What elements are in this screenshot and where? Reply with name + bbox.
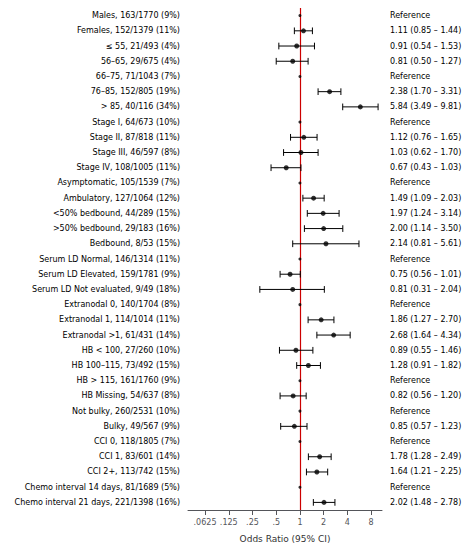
svg-text:CCI 2+, 113/742 (15%): CCI 2+, 113/742 (15%) <box>87 467 180 476</box>
svg-text:2.00 (1.14 – 3.50): 2.00 (1.14 – 3.50) <box>390 224 461 233</box>
svg-text:1.64 (1.21 – 2.25): 1.64 (1.21 – 2.25) <box>390 467 461 476</box>
svg-text:2.02 (1.48 – 2.78): 2.02 (1.48 – 2.78) <box>390 498 461 507</box>
svg-text:4: 4 <box>345 518 350 527</box>
svg-text:Reference: Reference <box>390 407 430 416</box>
svg-text:Stage IV, 108/1005 (11%): Stage IV, 108/1005 (11%) <box>77 163 180 172</box>
svg-text:0.91 (0.54 – 1.53): 0.91 (0.54 – 1.53) <box>390 42 461 51</box>
svg-text:HB > 115, 161/1760 (9%): HB > 115, 161/1760 (9%) <box>77 376 180 385</box>
svg-text:Stage III, 46/597 (8%): Stage III, 46/597 (8%) <box>93 148 180 157</box>
svg-text:HB 100–115, 73/492 (15%): HB 100–115, 73/492 (15%) <box>72 361 180 370</box>
svg-text:2: 2 <box>321 518 326 527</box>
svg-text:Stage II, 87/818 (11%): Stage II, 87/818 (11%) <box>90 133 180 142</box>
svg-text:Extranodal 0, 140/1704 (8%): Extranodal 0, 140/1704 (8%) <box>64 300 180 309</box>
svg-text:0.81 (0.31 – 2.04): 0.81 (0.31 – 2.04) <box>390 285 461 294</box>
svg-text:Reference: Reference <box>390 300 430 309</box>
svg-text:76–85, 152/805 (19%): 76–85, 152/805 (19%) <box>91 87 180 96</box>
svg-text:0.75 (0.56 – 1.01): 0.75 (0.56 – 1.01) <box>390 270 461 279</box>
svg-text:HB Missing, 54/637 (8%): HB Missing, 54/637 (8%) <box>81 391 180 400</box>
svg-text:Chemo interval 14 days, 81/168: Chemo interval 14 days, 81/1689 (5%) <box>25 483 180 492</box>
svg-text:Reference: Reference <box>390 118 430 127</box>
svg-text:CCI 1, 83/601 (14%): CCI 1, 83/601 (14%) <box>99 452 180 461</box>
svg-text:Serum LD Normal, 146/1314 (11%: Serum LD Normal, 146/1314 (11%) <box>39 255 180 264</box>
svg-text:Reference: Reference <box>390 437 430 446</box>
svg-text:0.81 (0.50 – 1.27): 0.81 (0.50 – 1.27) <box>390 57 461 66</box>
svg-text:Reference: Reference <box>390 255 430 264</box>
svg-text:CCI 0, 118/1805 (7%): CCI 0, 118/1805 (7%) <box>94 437 180 446</box>
svg-text:1.86 (1.27 – 2.70): 1.86 (1.27 – 2.70) <box>390 315 461 324</box>
svg-text:0.89 (0.55 – 1.46): 0.89 (0.55 – 1.46) <box>390 346 461 355</box>
svg-text:Reference: Reference <box>390 178 430 187</box>
svg-text:1.97 (1.24 – 3.14): 1.97 (1.24 – 3.14) <box>390 209 461 218</box>
svg-text:Serum LD Not evaluated, 9/49 (: Serum LD Not evaluated, 9/49 (18%) <box>32 285 180 294</box>
svg-text:Extranodal 1, 114/1014 (11%): Extranodal 1, 114/1014 (11%) <box>59 315 180 324</box>
svg-text:.5: .5 <box>272 518 280 527</box>
svg-text:≤ 55, 21/493 (4%): ≤ 55, 21/493 (4%) <box>106 42 180 51</box>
svg-text:1.11 (0.85 – 1.44): 1.11 (0.85 – 1.44) <box>390 26 461 35</box>
svg-text:Not bulky, 260/2531 (10%): Not bulky, 260/2531 (10%) <box>72 407 180 416</box>
svg-text:.0625: .0625 <box>194 518 217 527</box>
svg-text:Males, 163/1770 (9%): Males, 163/1770 (9%) <box>92 11 180 20</box>
svg-text:1.12 (0.76 – 1.65): 1.12 (0.76 – 1.65) <box>390 133 461 142</box>
svg-text:66–75, 71/1043 (7%): 66–75, 71/1043 (7%) <box>96 72 180 81</box>
svg-text:Asymptomatic, 105/1539 (7%): Asymptomatic, 105/1539 (7%) <box>57 178 180 187</box>
svg-text:0.85 (0.57 – 1.23): 0.85 (0.57 – 1.23) <box>390 422 461 431</box>
svg-text:2.14 (0.81 – 5.61): 2.14 (0.81 – 5.61) <box>390 239 461 248</box>
svg-text:Reference: Reference <box>390 376 430 385</box>
svg-text:>50% bedbound, 29/183 (16%): >50% bedbound, 29/183 (16%) <box>53 224 180 233</box>
svg-text:Odds Ratio (95% CI): Odds Ratio (95% CI) <box>240 534 331 544</box>
svg-text:Bedbound, 8/53 (15%): Bedbound, 8/53 (15%) <box>90 239 180 248</box>
svg-text:Reference: Reference <box>390 72 430 81</box>
svg-text:8: 8 <box>369 518 374 527</box>
svg-text:1.49 (1.09 – 2.03): 1.49 (1.09 – 2.03) <box>390 194 461 203</box>
svg-text:2.68 (1.64 – 4.34): 2.68 (1.64 – 4.34) <box>390 331 461 340</box>
svg-text:1.28 (0.91 – 1.82): 1.28 (0.91 – 1.82) <box>390 361 461 370</box>
svg-text:56–65, 29/675 (4%): 56–65, 29/675 (4%) <box>101 57 180 66</box>
svg-text:<50% bedbound, 44/289 (15%): <50% bedbound, 44/289 (15%) <box>53 209 180 218</box>
svg-text:> 85, 40/116 (34%): > 85, 40/116 (34%) <box>101 102 180 111</box>
svg-text:Bulky, 49/567 (9%): Bulky, 49/567 (9%) <box>103 422 180 431</box>
svg-text:1.78 (1.28 – 2.49): 1.78 (1.28 – 2.49) <box>390 452 461 461</box>
svg-text:.125: .125 <box>220 518 238 527</box>
svg-text:Ambulatory, 127/1064 (12%): Ambulatory, 127/1064 (12%) <box>63 194 180 203</box>
svg-text:Extranodal >1, 61/431 (14%): Extranodal >1, 61/431 (14%) <box>63 331 180 340</box>
svg-text:0.67 (0.43 – 1.03): 0.67 (0.43 – 1.03) <box>390 163 461 172</box>
svg-text:Reference: Reference <box>390 483 430 492</box>
svg-text:0.82 (0.56 – 1.20): 0.82 (0.56 – 1.20) <box>390 391 461 400</box>
svg-text:1.03 (0.62 – 1.70): 1.03 (0.62 – 1.70) <box>390 148 461 157</box>
svg-text:2.38 (1.70 – 3.31): 2.38 (1.70 – 3.31) <box>390 87 461 96</box>
svg-text:1: 1 <box>297 518 302 527</box>
svg-text:Serum LD Elevated, 159/1781 (9: Serum LD Elevated, 159/1781 (9%) <box>38 270 180 279</box>
svg-text:Reference: Reference <box>390 11 430 20</box>
svg-text:Chemo interval 21 days, 221/13: Chemo interval 21 days, 221/1398 (16%) <box>15 498 180 507</box>
svg-text:Females, 152/1379 (11%): Females, 152/1379 (11%) <box>77 26 180 35</box>
svg-text:.25: .25 <box>246 518 259 527</box>
svg-text:Stage I, 64/673 (10%): Stage I, 64/673 (10%) <box>92 118 180 127</box>
svg-text:5.84 (3.49 – 9.81): 5.84 (3.49 – 9.81) <box>390 102 461 111</box>
svg-text:HB < 100, 27/260 (10%): HB < 100, 27/260 (10%) <box>82 346 180 355</box>
